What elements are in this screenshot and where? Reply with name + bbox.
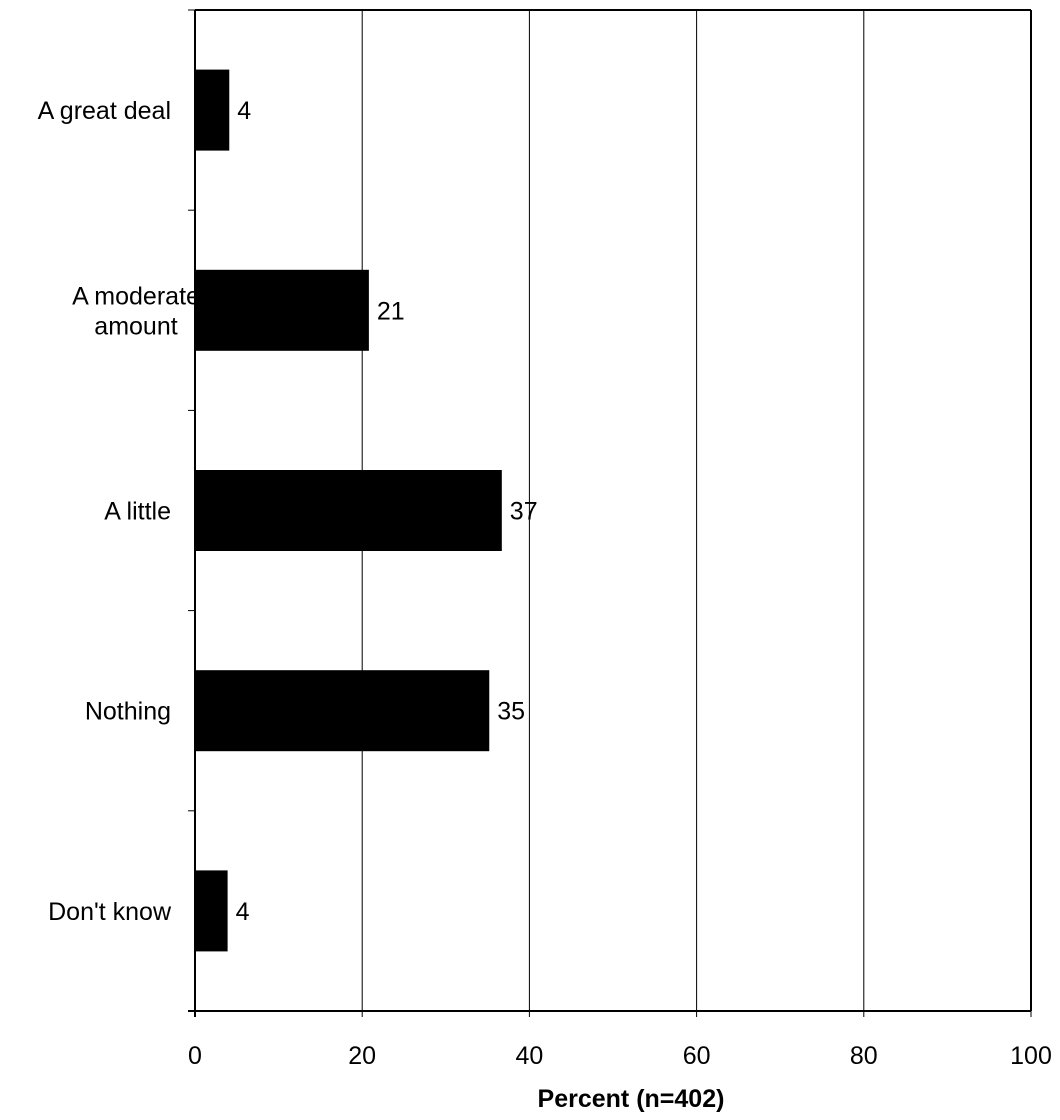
data-label-0: 4 bbox=[237, 97, 251, 125]
category-label-2: A little bbox=[104, 498, 171, 526]
category-label-3: Nothing bbox=[85, 698, 171, 726]
axes bbox=[188, 9, 1032, 1017]
bars bbox=[195, 69, 502, 952]
x-tick-label-100: 100 bbox=[1010, 1042, 1052, 1070]
x-tick-label-80: 80 bbox=[850, 1042, 878, 1070]
x-axis-title: Percent (n=402) bbox=[538, 1085, 725, 1113]
category-label-0: A great deal bbox=[38, 97, 171, 125]
bar-2 bbox=[195, 470, 502, 551]
x-tick-label-20: 20 bbox=[348, 1042, 376, 1070]
bar-3 bbox=[195, 670, 490, 752]
bar-4 bbox=[195, 870, 228, 952]
data-label-2: 37 bbox=[510, 498, 538, 526]
bar-0 bbox=[195, 69, 230, 151]
bar-1 bbox=[195, 269, 369, 351]
data-label-4: 4 bbox=[236, 898, 250, 926]
category-label-4: Don't know bbox=[48, 898, 172, 926]
x-tick-label-0: 0 bbox=[188, 1042, 202, 1070]
labels: 4 A great deal 21 A moderate amount 37 A littl… bbox=[38, 97, 1052, 1070]
data-label-1: 21 bbox=[377, 297, 405, 325]
data-label-3: 35 bbox=[497, 698, 525, 726]
category-label-1: A moderate amount bbox=[72, 282, 200, 340]
x-tick-label-40: 40 bbox=[515, 1042, 543, 1070]
x-tick-label-60: 60 bbox=[683, 1042, 711, 1070]
